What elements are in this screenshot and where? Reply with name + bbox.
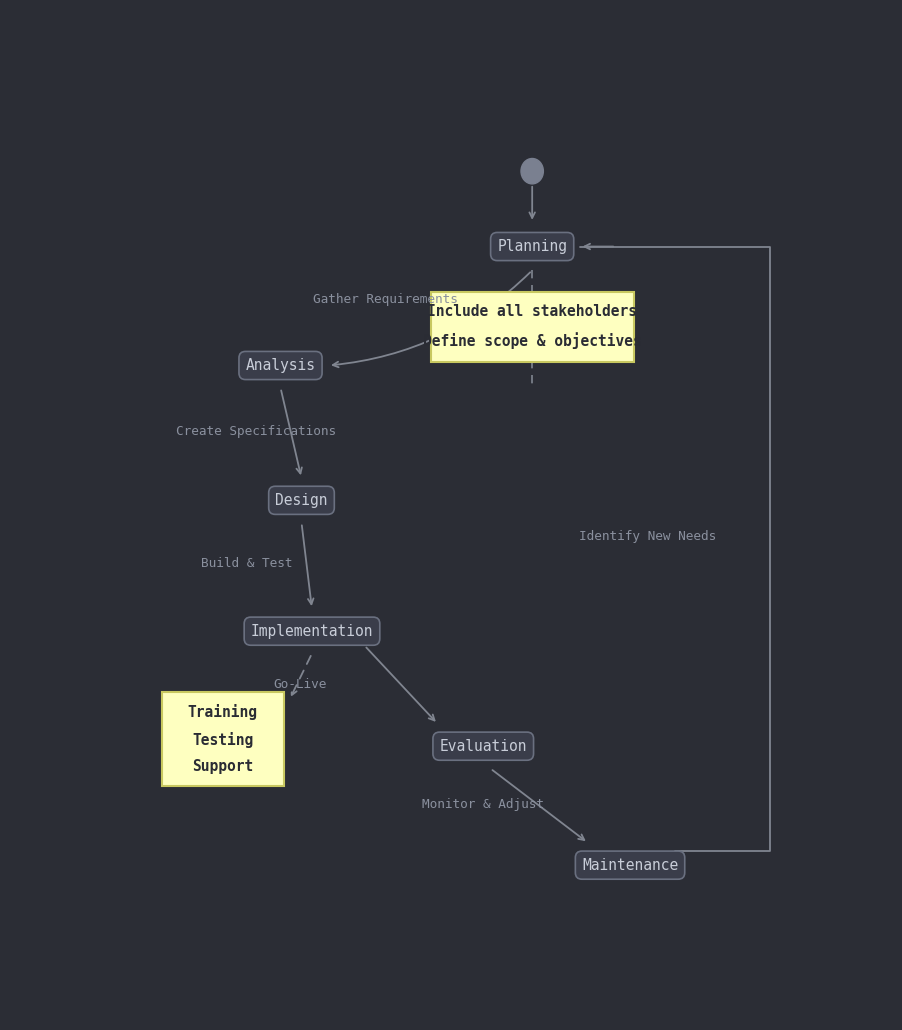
Text: Implementation: Implementation <box>251 624 373 639</box>
Text: Planning: Planning <box>497 239 567 254</box>
FancyBboxPatch shape <box>431 291 633 362</box>
Text: Monitor & Adjust: Monitor & Adjust <box>422 797 544 811</box>
Text: Identify New Needs: Identify New Needs <box>579 529 716 543</box>
Text: Create Specifications: Create Specifications <box>176 424 336 438</box>
Text: Build & Test: Build & Test <box>201 557 293 571</box>
Circle shape <box>521 159 543 184</box>
Text: Gather Requirements: Gather Requirements <box>313 294 458 306</box>
Text: Training
Testing
Support: Training Testing Support <box>188 705 258 774</box>
Text: Include all stakeholders
Define scope & objectives: Include all stakeholders Define scope & … <box>423 305 641 349</box>
Text: Maintenance: Maintenance <box>582 858 678 872</box>
Text: Design: Design <box>275 492 327 508</box>
FancyBboxPatch shape <box>161 692 284 786</box>
Text: Analysis: Analysis <box>245 358 316 373</box>
Text: Go-Live: Go-Live <box>273 678 327 691</box>
Text: Evaluation: Evaluation <box>439 739 527 754</box>
